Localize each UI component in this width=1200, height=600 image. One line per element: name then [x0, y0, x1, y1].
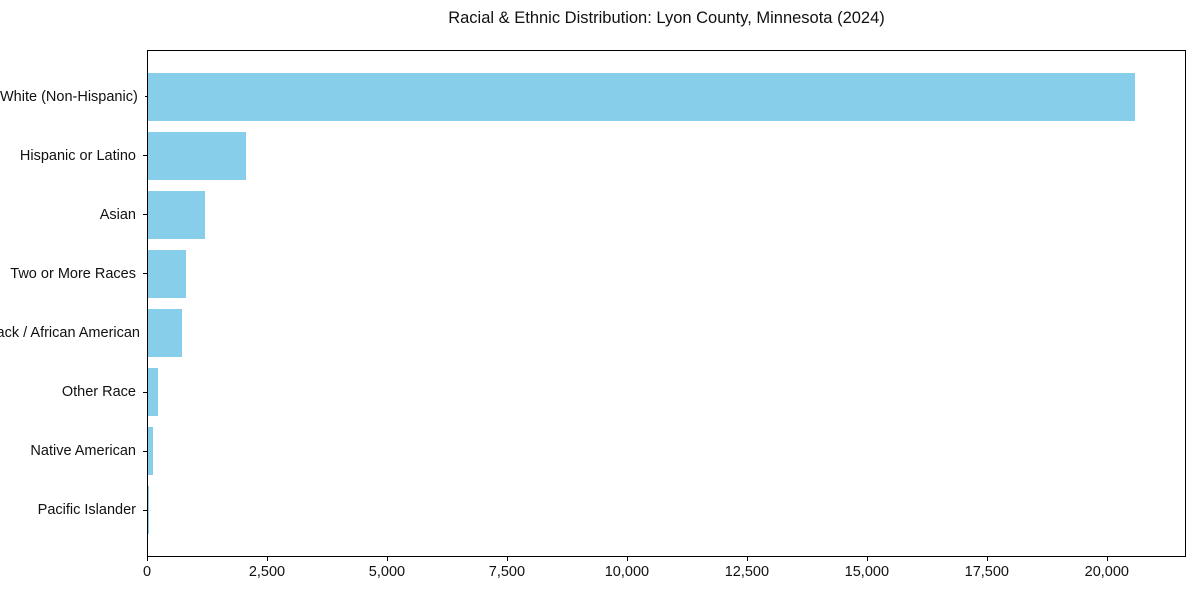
- y-tick-row-black-african-american: Black / African American: [0, 304, 147, 363]
- y-tick-label: Native American: [30, 443, 136, 460]
- bar-native-american: [148, 426, 153, 475]
- x-axis-ticks: 0 2,500 5,000 7,500 10,000 12,500 15,000 17,500…: [143, 557, 1186, 591]
- y-tick-mark: [143, 509, 147, 511]
- y-tick-row-pacific-islander: Pacific Islander: [0, 481, 147, 540]
- bar-row-other-race: [148, 362, 1185, 421]
- x-tick-mark: [266, 557, 268, 561]
- x-tick-mark: [147, 557, 148, 561]
- bar-black-african-american: [148, 308, 182, 357]
- x-tick-label: 20,000: [1084, 564, 1129, 580]
- y-tick-mark: [143, 273, 147, 275]
- chart-title: Racial & Ethnic Distribution: Lyon Count…: [448, 9, 885, 27]
- x-tick-mark: [746, 557, 748, 561]
- y-tick-mark: [143, 214, 147, 216]
- bar-hispanic-or-latino: [148, 132, 247, 181]
- bar-row-pacific-islander: [148, 480, 1185, 539]
- plot-area: [147, 50, 1186, 557]
- bar-row-white-non-hispanic: [148, 68, 1185, 127]
- x-tick-mark: [986, 557, 988, 561]
- y-tick-label: Two or More Races: [10, 265, 136, 282]
- x-tick-label: 2,500: [248, 564, 286, 580]
- y-tick-label: Hispanic or Latino: [19, 147, 136, 164]
- bar-white-non-hispanic: [148, 73, 1135, 122]
- bar-other-race: [148, 367, 158, 416]
- y-tick-row-white-non-hispanic: White (Non-Hispanic): [0, 67, 147, 126]
- x-tick-mark: [866, 557, 868, 561]
- y-tick-label: Black / African American: [0, 325, 140, 342]
- y-tick-label: Other Race: [61, 384, 136, 401]
- x-tick-label: 15,000: [844, 564, 890, 580]
- y-tick-row-other-race: Other Race: [0, 363, 147, 422]
- bar-row-black-african-american: [148, 304, 1185, 363]
- x-tick-label: 12,500: [724, 564, 770, 580]
- y-tick-row-two-or-more-races: Two or More Races: [0, 244, 147, 303]
- y-tick-label: White (Non-Hispanic): [0, 88, 138, 105]
- y-tick-mark: [144, 96, 147, 98]
- bar-two-or-more-races: [148, 250, 186, 299]
- x-tick-mark: [626, 557, 628, 561]
- y-tick-row-hispanic-or-latino: Hispanic or Latino: [0, 126, 147, 185]
- x-tick-mark: [386, 557, 388, 561]
- bar-row-two-or-more-races: [148, 245, 1185, 304]
- bar-row-hispanic-or-latino: [148, 127, 1185, 186]
- y-tick-label: Asian: [99, 206, 136, 223]
- bar-asian: [148, 191, 205, 240]
- x-tick-mark: [1106, 557, 1108, 561]
- x-tick-label: 0: [142, 564, 152, 580]
- y-tick-row-asian: Asian: [0, 185, 147, 244]
- x-tick-mark: [506, 557, 508, 561]
- x-tick-label: 7,500: [488, 564, 526, 580]
- y-tick-label: Pacific Islander: [37, 502, 136, 519]
- y-tick-mark: [143, 155, 147, 157]
- y-tick-mark: [143, 391, 147, 393]
- y-tick-mark: [143, 450, 147, 452]
- x-tick-label: 5,000: [368, 564, 406, 580]
- y-tick-row-native-american: Native American: [0, 422, 147, 481]
- bar-row-native-american: [148, 421, 1185, 480]
- x-tick-label: 10,000: [604, 564, 650, 580]
- x-tick-label: 17,500: [964, 564, 1010, 580]
- bars-container: [148, 68, 1185, 539]
- y-axis-labels: White (Non-Hispanic) Hispanic or Latino As…: [0, 67, 147, 540]
- bar-row-asian: [148, 186, 1185, 245]
